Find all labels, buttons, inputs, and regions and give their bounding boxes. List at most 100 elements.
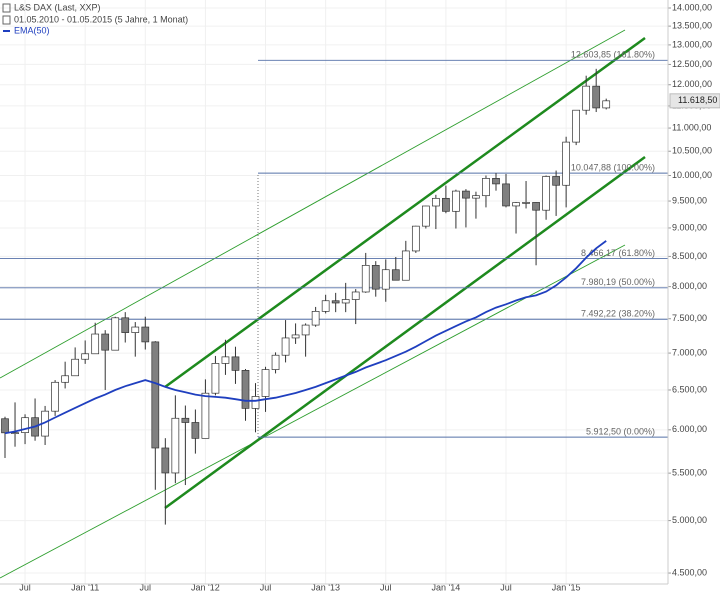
candle-body	[121, 317, 130, 333]
y-tick-label: 12.500,00	[672, 59, 712, 69]
fib-label: 7.980,19 (50.00%)	[581, 277, 655, 287]
y-tick-label: 6.500,00	[672, 384, 707, 394]
candle-body	[1, 418, 9, 434]
y-tick-label: 4.500,00	[672, 567, 707, 577]
chart-subtitle: 01.05.2010 - 01.05.2015 (5 Jahre, 1 Mona…	[14, 14, 188, 24]
candle-body	[81, 353, 90, 360]
candle-body	[11, 432, 19, 434]
y-tick-label: 5.000,00	[672, 515, 707, 525]
candle-body	[552, 176, 560, 186]
y-tick-label: 10.000,00	[672, 170, 712, 180]
candle-body	[442, 197, 450, 212]
candle-body	[482, 178, 490, 197]
y-tick-label: 7.500,00	[672, 313, 707, 323]
y-tick-label: 13.500,00	[672, 20, 712, 30]
candle-body	[532, 202, 540, 211]
fib-label: 10.047,88 (100.00%)	[571, 163, 655, 173]
candle-body	[592, 85, 601, 109]
candle-body	[241, 370, 250, 409]
candle-body	[71, 358, 80, 377]
grid-layer	[0, 0, 668, 584]
chart-title: L&S DAX (Last, XXP)	[14, 2, 101, 12]
y-tick-label: 9.000,00	[672, 222, 707, 232]
candle-body	[391, 269, 400, 281]
candle-body	[361, 264, 370, 293]
candle-body	[452, 190, 460, 212]
candle-body	[111, 317, 120, 351]
candle-body	[582, 85, 591, 111]
candle-body	[371, 264, 380, 290]
candle-body	[281, 337, 290, 356]
fib-label: 7.492,22 (38.20%)	[581, 309, 655, 319]
candle-body	[21, 417, 29, 433]
candle-body	[492, 178, 500, 185]
candle-body	[411, 225, 420, 252]
candle-body	[502, 183, 510, 207]
candle-body	[422, 205, 430, 227]
trend-line	[164, 155, 646, 510]
candle-body	[311, 311, 320, 326]
candle-body	[291, 334, 300, 339]
candle-body	[151, 341, 160, 449]
candle-body	[331, 300, 340, 304]
candle-body	[261, 369, 270, 397]
trend-line	[164, 36, 646, 389]
trend-line	[0, 244, 626, 579]
candle-body	[51, 381, 59, 412]
candle-body	[131, 326, 140, 333]
y-tick-label: 8.000,00	[672, 281, 707, 291]
candle-body	[221, 356, 230, 364]
candle-body	[171, 417, 180, 474]
y-tick-label: 13.000,00	[672, 39, 712, 49]
candle-body	[251, 396, 260, 409]
legend-label: EMA(50)	[14, 25, 50, 35]
y-tick-label: 7.000,00	[672, 347, 707, 357]
candle-body	[351, 291, 360, 300]
x-tick-label: Jul	[260, 582, 272, 592]
candle-body	[91, 333, 100, 355]
candle-body	[211, 363, 220, 394]
fib-label: 12.603,85 (161.80%)	[571, 50, 655, 60]
candle-body	[231, 356, 240, 371]
candle-body	[271, 354, 280, 370]
candle-body	[462, 190, 470, 199]
icon[interactable]	[2, 15, 11, 25]
x-tick-label: Jan '12	[191, 582, 220, 592]
y-tick-label: 11.000,00	[672, 122, 711, 132]
trend-line	[0, 29, 626, 379]
candle-body	[201, 392, 210, 439]
fib-label: 5.912,50 (0.00%)	[586, 427, 655, 437]
y-tick-label: 12.000,00	[672, 79, 712, 89]
candle-body	[321, 300, 330, 312]
icon[interactable]	[2, 3, 11, 13]
fib-label: 8.466,17 (61.80%)	[581, 248, 655, 258]
y-tick-label: 9.500,00	[672, 195, 707, 205]
candle-body	[432, 197, 440, 207]
candle-body	[401, 250, 410, 281]
x-tick-label: Jan '15	[552, 582, 581, 592]
x-tick-label: Jan '13	[311, 582, 340, 592]
candle-body	[301, 324, 310, 336]
y-tick-label: 6.000,00	[672, 424, 707, 434]
y-tick-label: 5.500,00	[672, 468, 707, 478]
x-tick-label: Jul	[500, 582, 512, 592]
candle-body	[602, 100, 611, 109]
candle-body	[191, 422, 200, 439]
ema-line	[4, 240, 607, 435]
y-tick-label: 8.500,00	[672, 251, 707, 261]
y-tick-label: 14.000,00	[672, 2, 712, 12]
candle-body	[341, 299, 350, 304]
candle-body	[522, 202, 530, 204]
candle-body	[572, 109, 581, 143]
y-tick-label: 10.500,00	[672, 146, 712, 156]
candle-body	[61, 375, 69, 383]
candle-body	[141, 326, 150, 343]
x-tick-label: Jan '11	[71, 582, 99, 592]
candle-body	[562, 141, 570, 186]
x-tick-label: Jul	[380, 582, 392, 592]
x-tick-label: Jan '14	[432, 582, 461, 592]
candle-body	[381, 269, 390, 290]
candle-body	[181, 417, 190, 423]
